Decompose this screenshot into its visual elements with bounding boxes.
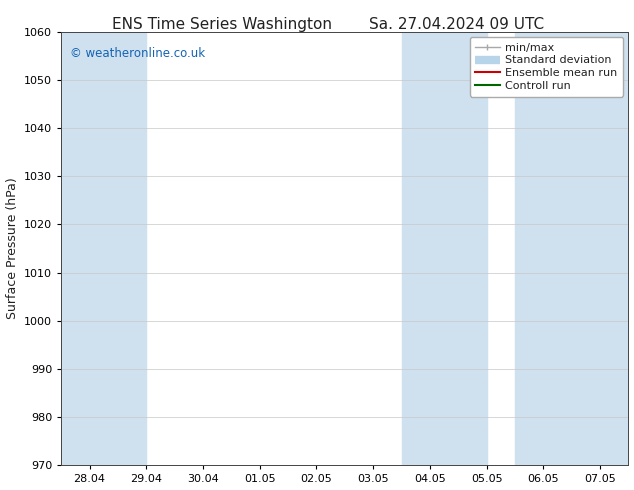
Bar [61, 32, 146, 466]
Text: © weatheronline.co.uk: © weatheronline.co.uk [70, 47, 205, 60]
Text: ENS Time Series Washington: ENS Time Series Washington [112, 17, 332, 32]
Bar [401, 32, 487, 466]
Legend: min/max, Standard deviation, Ensemble mean run, Controll run: min/max, Standard deviation, Ensemble me… [470, 37, 623, 97]
Bar [515, 32, 628, 466]
Y-axis label: Surface Pressure (hPa): Surface Pressure (hPa) [6, 178, 18, 319]
Text: Sa. 27.04.2024 09 UTC: Sa. 27.04.2024 09 UTC [369, 17, 544, 32]
